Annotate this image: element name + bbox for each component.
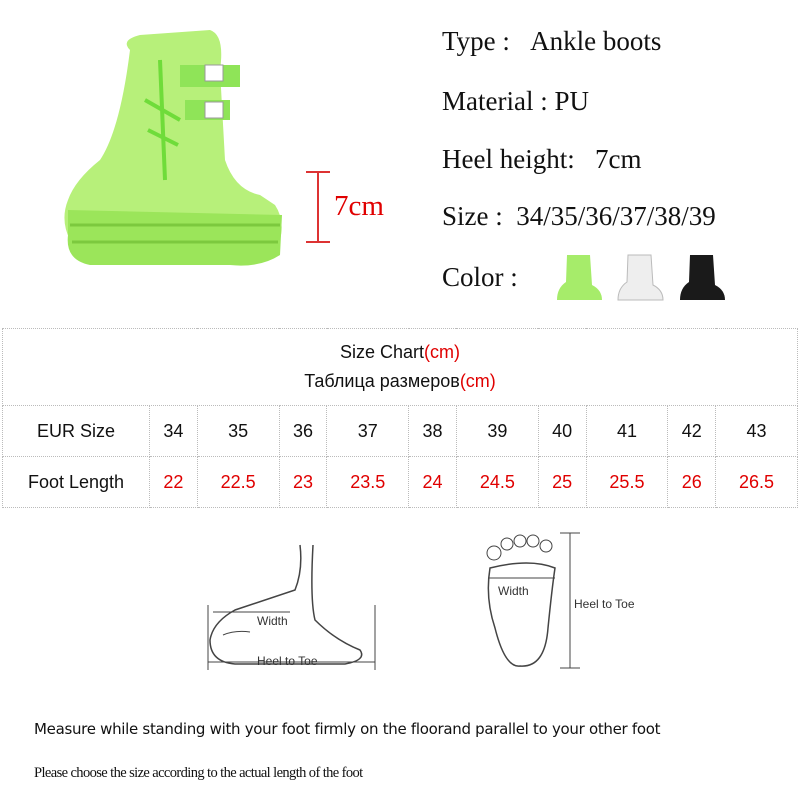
eur-size-cell: 37 <box>326 405 410 457</box>
heel-height-annotation: 7cm <box>334 190 384 222</box>
heel-height-marker <box>306 171 330 243</box>
foot-length-cell: 25.5 <box>585 456 669 508</box>
spec-material: Material : PU <box>442 86 589 116</box>
foot-length-cell: 23 <box>278 456 328 508</box>
boot-product-image <box>64 30 282 266</box>
eur-size-cell: 38 <box>408 405 457 457</box>
choose-size-instruction: Please choose the size according to the … <box>34 765 363 781</box>
foot-side-diagram: Width Heel to Toe <box>207 544 376 670</box>
foot-top-diagram: Width Heel to Toe <box>486 532 635 669</box>
size-chart-title: Size Chart(cm) Таблица размеров(cm) <box>2 328 798 406</box>
eur-size-cell: 39 <box>455 405 539 457</box>
spec-heel: Heel height: 7cm <box>442 144 642 174</box>
spec-color-label: Color : <box>442 262 518 292</box>
color-swatch-white[interactable] <box>613 250 668 305</box>
foot-length-label: Foot Length <box>2 456 150 508</box>
foot-length-cell: 22 <box>149 456 198 508</box>
spec-size: Size : 34/35/36/37/38/39 <box>442 201 716 231</box>
side-width-label: Width <box>257 614 288 628</box>
color-swatch-green[interactable] <box>552 250 607 305</box>
foot-length-cell: 26.5 <box>715 456 798 508</box>
foot-length-cell: 24.5 <box>455 456 539 508</box>
foot-length-cell: 24 <box>408 456 457 508</box>
foot-length-cell: 25 <box>537 456 587 508</box>
side-length-label: Heel to Toe <box>257 654 318 668</box>
eur-size-cell: 36 <box>278 405 328 457</box>
eur-size-row: EUR Size 34 35 36 37 38 39 40 41 42 43 <box>2 405 798 457</box>
foot-length-cell: 22.5 <box>196 456 280 508</box>
eur-size-cell: 35 <box>196 405 280 457</box>
spec-type: Type : Ankle boots <box>442 26 662 56</box>
eur-size-cell: 41 <box>585 405 669 457</box>
eur-size-cell: 40 <box>537 405 587 457</box>
color-swatch-black[interactable] <box>675 250 730 305</box>
foot-length-row: Foot Length 22 22.5 23 23.5 24 24.5 25 25.5 26 26.… <box>2 456 798 508</box>
measure-instruction: Measure while standing with your foot fi… <box>34 720 661 738</box>
top-width-label: Width <box>498 584 529 598</box>
foot-length-cell: 26 <box>667 456 717 508</box>
size-chart-table: Size Chart(cm) Таблица размеров(cm) EUR … <box>2 328 798 508</box>
eur-size-cell: 42 <box>667 405 717 457</box>
top-length-label: Heel to Toe <box>574 597 635 611</box>
eur-size-cell: 34 <box>149 405 198 457</box>
foot-length-cell: 23.5 <box>326 456 410 508</box>
eur-size-cell: 43 <box>715 405 798 457</box>
eur-size-label: EUR Size <box>2 405 150 457</box>
